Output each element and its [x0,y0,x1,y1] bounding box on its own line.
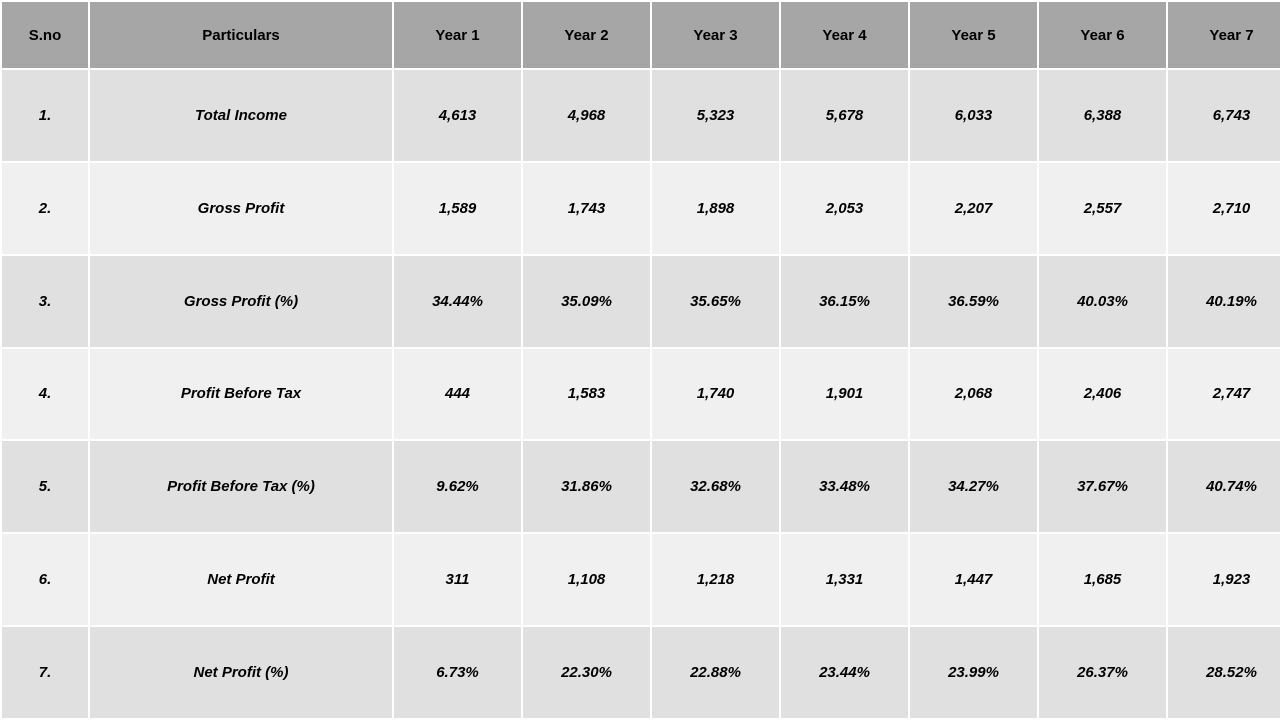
cell-year3: 22.88% [652,627,779,718]
cell-year2: 31.86% [523,441,650,532]
cell-year6: 6,388 [1039,70,1166,161]
cell-year1: 1,589 [394,163,521,254]
cell-particulars: Gross Profit [90,163,392,254]
cell-year4: 1,901 [781,349,908,440]
cell-sno: 6. [2,534,88,625]
cell-year1: 311 [394,534,521,625]
cell-year6: 2,557 [1039,163,1166,254]
cell-sno: 2. [2,163,88,254]
cell-year2: 35.09% [523,256,650,347]
cell-year7: 1,923 [1168,534,1280,625]
cell-year4: 1,331 [781,534,908,625]
cell-year7: 40.19% [1168,256,1280,347]
cell-year3: 32.68% [652,441,779,532]
cell-year5: 1,447 [910,534,1037,625]
table-header-row: S.no Particulars Year 1 Year 2 Year 3 Ye… [2,2,1280,68]
col-header-particulars: Particulars [90,2,392,68]
cell-particulars: Profit Before Tax [90,349,392,440]
cell-year5: 23.99% [910,627,1037,718]
cell-year6: 1,685 [1039,534,1166,625]
cell-year4: 2,053 [781,163,908,254]
cell-year4: 36.15% [781,256,908,347]
cell-year3: 1,898 [652,163,779,254]
col-header-year6: Year 6 [1039,2,1166,68]
table-body: 1. Total Income 4,613 4,968 5,323 5,678 … [2,70,1280,718]
cell-year2: 22.30% [523,627,650,718]
cell-year3: 1,740 [652,349,779,440]
col-header-year5: Year 5 [910,2,1037,68]
cell-year7: 28.52% [1168,627,1280,718]
cell-year5: 34.27% [910,441,1037,532]
table-row: 3. Gross Profit (%) 34.44% 35.09% 35.65%… [2,256,1280,347]
cell-year5: 6,033 [910,70,1037,161]
cell-particulars: Net Profit [90,534,392,625]
cell-sno: 5. [2,441,88,532]
cell-year2: 1,108 [523,534,650,625]
cell-particulars: Net Profit (%) [90,627,392,718]
table-row: 6. Net Profit 311 1,108 1,218 1,331 1,44… [2,534,1280,625]
cell-year6: 40.03% [1039,256,1166,347]
cell-year5: 36.59% [910,256,1037,347]
table-row: 2. Gross Profit 1,589 1,743 1,898 2,053 … [2,163,1280,254]
cell-sno: 4. [2,349,88,440]
cell-sno: 7. [2,627,88,718]
cell-year7: 2,747 [1168,349,1280,440]
cell-particulars: Gross Profit (%) [90,256,392,347]
col-header-year4: Year 4 [781,2,908,68]
cell-year4: 33.48% [781,441,908,532]
cell-year2: 1,743 [523,163,650,254]
col-header-year3: Year 3 [652,2,779,68]
cell-year7: 6,743 [1168,70,1280,161]
col-header-year1: Year 1 [394,2,521,68]
cell-sno: 1. [2,70,88,161]
cell-year2: 1,583 [523,349,650,440]
financial-table: S.no Particulars Year 1 Year 2 Year 3 Ye… [0,0,1280,720]
cell-year7: 40.74% [1168,441,1280,532]
cell-year1: 9.62% [394,441,521,532]
cell-year1: 444 [394,349,521,440]
cell-particulars: Profit Before Tax (%) [90,441,392,532]
cell-year1: 4,613 [394,70,521,161]
table-row: 1. Total Income 4,613 4,968 5,323 5,678 … [2,70,1280,161]
cell-year1: 6.73% [394,627,521,718]
col-header-year2: Year 2 [523,2,650,68]
cell-year3: 1,218 [652,534,779,625]
cell-year3: 5,323 [652,70,779,161]
col-header-year7: Year 7 [1168,2,1280,68]
cell-year6: 26.37% [1039,627,1166,718]
cell-year4: 5,678 [781,70,908,161]
table-row: 5. Profit Before Tax (%) 9.62% 31.86% 32… [2,441,1280,532]
cell-year5: 2,207 [910,163,1037,254]
cell-year5: 2,068 [910,349,1037,440]
table-row: 4. Profit Before Tax 444 1,583 1,740 1,9… [2,349,1280,440]
cell-year3: 35.65% [652,256,779,347]
cell-year4: 23.44% [781,627,908,718]
cell-year2: 4,968 [523,70,650,161]
cell-year6: 37.67% [1039,441,1166,532]
cell-particulars: Total Income [90,70,392,161]
cell-year6: 2,406 [1039,349,1166,440]
table-row: 7. Net Profit (%) 6.73% 22.30% 22.88% 23… [2,627,1280,718]
cell-year7: 2,710 [1168,163,1280,254]
col-header-sno: S.no [2,2,88,68]
cell-year1: 34.44% [394,256,521,347]
cell-sno: 3. [2,256,88,347]
